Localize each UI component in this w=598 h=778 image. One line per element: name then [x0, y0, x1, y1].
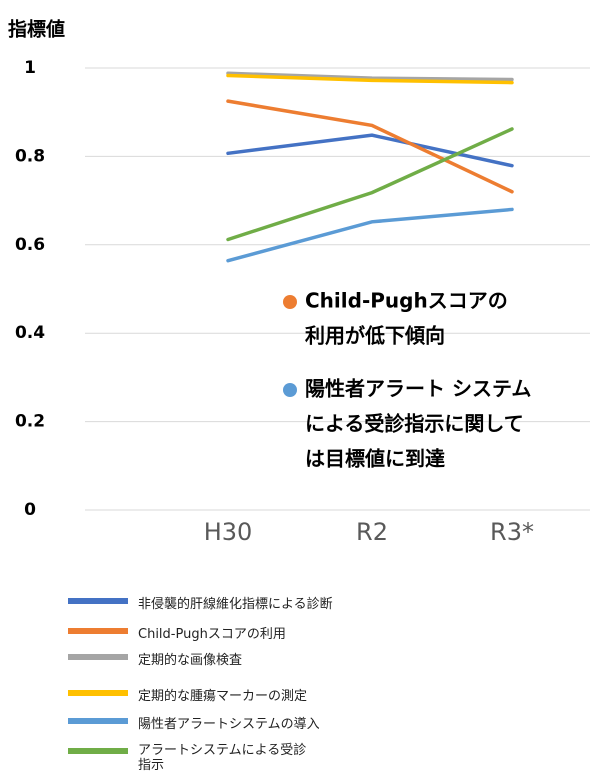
legend-label: アラートシステムによる受診指示: [138, 743, 307, 773]
chart: 指標値 0 0.2 0.4 0.6 0.8 1 H30 R2 R3* Child-Pughスコアの…: [8, 18, 590, 546]
legend-item: 定期的な画像検査: [68, 649, 242, 668]
y-tick-label: 0: [24, 500, 36, 520]
x-tick-label: R2: [356, 518, 388, 546]
y-tick-label: 0.6: [15, 235, 45, 255]
series-line: [226, 73, 514, 85]
legend-label: 定期的な腫瘍マーカーの測定: [138, 689, 308, 704]
legend-swatch: [68, 748, 128, 754]
series-line: [226, 207, 514, 263]
annotation-text: 利用が低下傾向: [305, 324, 445, 348]
y-tick-label: 1: [24, 58, 36, 78]
y-tick-label: 0.4: [15, 323, 45, 343]
series-line: [226, 99, 514, 194]
series-line: [226, 133, 514, 168]
legend-item: 定期的な腫瘍マーカーの測定: [68, 685, 307, 704]
annotation-text: は目標値に到達: [305, 447, 445, 471]
legend-swatch: [68, 690, 128, 696]
legend-swatch: [68, 628, 128, 634]
legend-label: 定期的な画像検査: [138, 653, 243, 668]
legend-label: 陽性者アラートシステムの導入: [138, 717, 320, 732]
series-line: [226, 127, 514, 242]
annotation-bullet: [283, 295, 297, 309]
legend-swatch: [68, 598, 128, 604]
y-tick-label: 0.8: [15, 146, 45, 166]
legend-label: 非侵襲的肝線維化指標による診断: [138, 597, 333, 612]
y-tick-label: 0.2: [15, 412, 45, 432]
legend-item: アラートシステムによる受診指示: [68, 743, 318, 773]
series-line: [226, 71, 514, 82]
x-tick-label: R3*: [490, 518, 534, 546]
legend-item: Child-Pughスコアの利用: [68, 623, 286, 642]
annotation-text: 陽性者アラート システム: [305, 377, 531, 401]
legend-swatch: [68, 718, 128, 724]
legend-item: 陽性者アラートシステムの導入: [68, 713, 320, 732]
legend-label: Child-Pughスコアの利用: [138, 627, 286, 642]
y-axis-title: 指標値: [8, 18, 65, 41]
x-tick-label: H30: [204, 518, 253, 546]
annotation-text: Child-Pughスコアの: [305, 289, 508, 313]
annotation-bullet: [283, 383, 297, 397]
legend-item: 非侵襲的肝線維化指標による診断: [68, 593, 333, 612]
legend-swatch: [68, 654, 128, 660]
annotation-text: による受診指示に関して: [305, 412, 524, 436]
